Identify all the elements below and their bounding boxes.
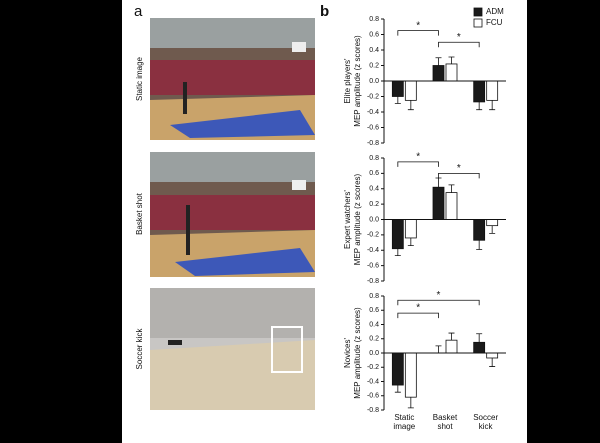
y-tick-label: 0.8 [369, 155, 379, 162]
page: a b Static image Basket shot Soccer kick… [0, 0, 600, 443]
bar [405, 81, 416, 100]
y-tick-label: 0.0 [369, 350, 379, 357]
y-tick-label: 0.0 [369, 78, 379, 85]
y-axis-label: Expert watchers' [343, 190, 352, 249]
y-tick-label: -0.2 [367, 232, 379, 239]
bar [487, 353, 498, 358]
y-tick-label: 0.6 [369, 307, 379, 314]
photo-label: Static image [135, 56, 144, 101]
y-tick-label: -0.4 [367, 109, 379, 116]
y-tick-label: 0.4 [369, 186, 379, 193]
y-tick-label: -0.8 [367, 407, 379, 414]
legend-label: FCU [486, 18, 503, 27]
y-tick-label: 0.6 [369, 31, 379, 38]
y-axis-label: MEP amplitude (z scores) [353, 173, 362, 265]
x-tick-label-line: Soccer [473, 413, 498, 422]
y-tick-label: 0.2 [369, 201, 379, 208]
y-tick-label: -0.2 [367, 93, 379, 100]
y-tick-label: -0.6 [367, 262, 379, 269]
panel-label: a [134, 3, 143, 20]
legend-swatch [474, 8, 482, 16]
y-tick-label: -0.4 [367, 247, 379, 254]
photo-label: Basket shot [135, 192, 144, 235]
significance-marker: * [437, 290, 441, 301]
y-tick-label: 0.8 [369, 16, 379, 23]
y-tick-label: -0.8 [367, 140, 379, 147]
bar [487, 81, 498, 100]
y-tick-label: 0.0 [369, 216, 379, 223]
y-tick-label: -0.2 [367, 364, 379, 371]
significance-marker: * [416, 303, 420, 314]
y-axis-label: Elite players' [343, 58, 352, 104]
y-tick-label: 0.2 [369, 336, 379, 343]
bar [446, 193, 457, 220]
y-tick-label: -0.6 [367, 124, 379, 131]
significance-marker: * [457, 163, 461, 174]
bar [433, 66, 444, 82]
y-tick-label: 0.4 [369, 321, 379, 328]
y-axis-label: MEP amplitude (z scores) [353, 35, 362, 127]
photo-label: Soccer kick [135, 328, 144, 370]
photo [150, 18, 315, 140]
bar [474, 81, 485, 102]
y-tick-label: -0.8 [367, 278, 379, 285]
y-tick-label: 0.8 [369, 293, 379, 300]
legend-label: ADM [486, 7, 504, 16]
bar [446, 340, 457, 353]
bar [487, 220, 498, 226]
y-tick-label: 0.2 [369, 62, 379, 69]
significance-marker: * [457, 32, 461, 43]
bar [405, 220, 416, 238]
bar [474, 220, 485, 241]
legend-swatch [474, 19, 482, 27]
y-tick-label: 0.6 [369, 170, 379, 177]
bar [405, 353, 416, 397]
significance-marker: * [416, 20, 420, 31]
bar [392, 81, 403, 97]
x-tick-label-line: image [393, 422, 415, 431]
x-tick-label-line: Static [394, 413, 414, 422]
bar [392, 220, 403, 249]
y-axis-label: MEP amplitude (z scores) [353, 307, 362, 399]
x-tick-label-line: Basket [433, 413, 458, 422]
significance-marker: * [416, 151, 420, 162]
bar [446, 64, 457, 81]
y-tick-label: -0.4 [367, 378, 379, 385]
bar [433, 187, 444, 219]
bar [474, 342, 485, 353]
panel-label: b [320, 3, 329, 20]
y-tick-label: -0.6 [367, 393, 379, 400]
x-tick-label-line: shot [437, 422, 453, 431]
y-tick-label: 0.4 [369, 47, 379, 54]
photo [150, 288, 315, 410]
x-tick-label-line: kick [479, 422, 494, 431]
photo [150, 152, 315, 277]
y-axis-label: Novices' [343, 338, 352, 368]
bar [392, 353, 403, 385]
figure: a b Static image Basket shot Soccer kick… [0, 0, 600, 443]
